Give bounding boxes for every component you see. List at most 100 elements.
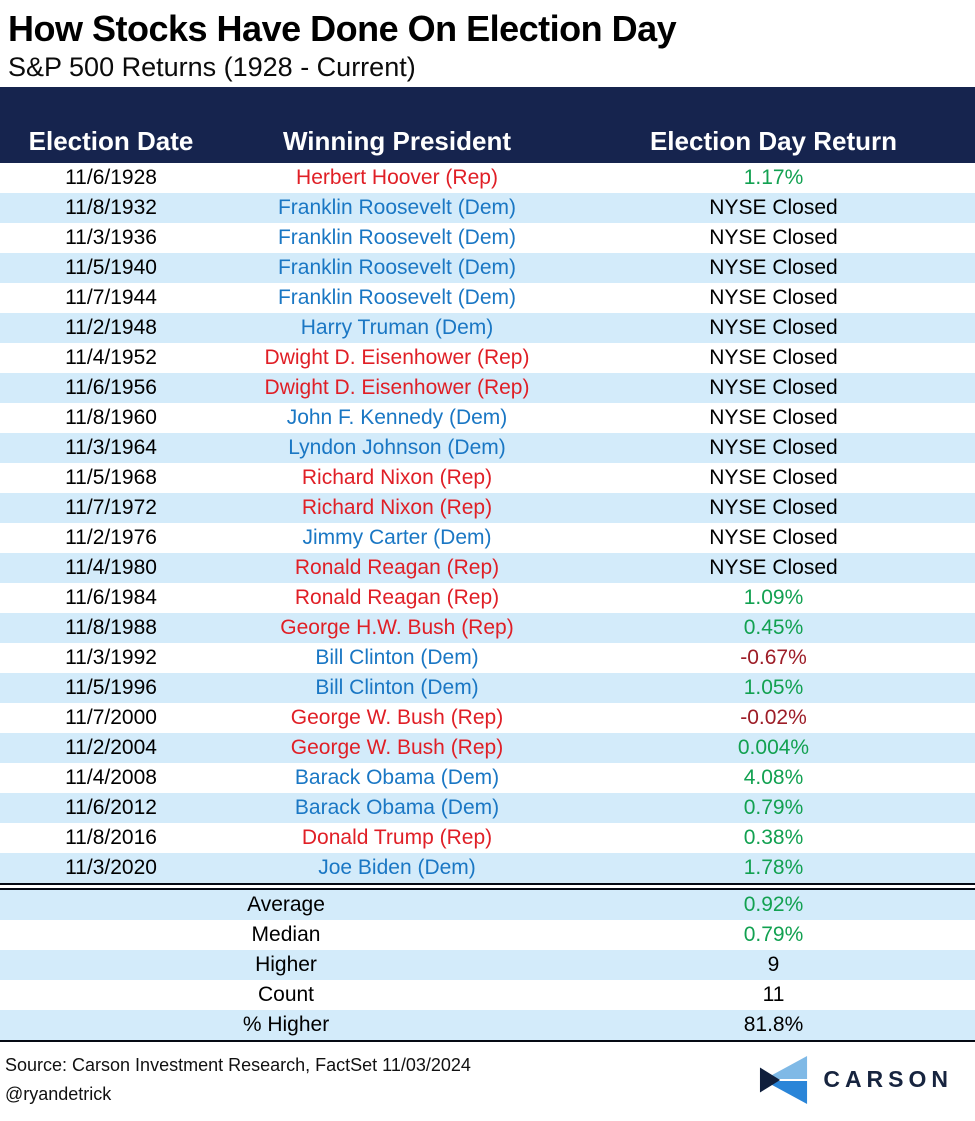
election-date-cell: 11/7/2000 <box>65 706 157 729</box>
election-date-cell: 11/3/1992 <box>65 646 157 669</box>
table-row: 11/8/2016 Donald Trump (Rep) 0.38% <box>0 823 975 853</box>
election-date-cell: 11/2/1948 <box>65 316 157 339</box>
winning-president-cell: George W. Bush (Rep) <box>290 736 504 759</box>
election-date-cell: 11/7/1972 <box>65 496 157 519</box>
summary-section: Average 0.92% Median 0.79% Higher 9 Count 11 % H… <box>0 890 975 1040</box>
table-row: 11/7/1972 Richard Nixon (Rep) NYSE Closed <box>0 493 975 523</box>
winning-president-cell: Dwight D. Eisenhower (Rep) <box>264 376 530 399</box>
return-cell: NYSE Closed <box>709 376 838 399</box>
election-date-cell: 11/7/1944 <box>65 286 157 309</box>
summary-label-cell: % Higher <box>242 1013 330 1036</box>
return-cell: 1.05% <box>743 676 804 699</box>
return-cell: -0.67% <box>740 646 807 669</box>
return-cell: 0.38% <box>743 826 804 849</box>
return-cell: 1.17% <box>743 166 804 189</box>
summary-row: % Higher 81.8% <box>0 1010 975 1040</box>
summary-label-cell: Count <box>257 983 315 1006</box>
table-row: 11/3/2020 Joe Biden (Dem) 1.78% <box>0 853 975 883</box>
table-row: 11/4/1980 Ronald Reagan (Rep) NYSE Closed <box>0 553 975 583</box>
table-bottom-border <box>0 1040 975 1042</box>
return-cell: NYSE Closed <box>709 286 838 309</box>
winning-president-cell: Jimmy Carter (Dem) <box>302 526 492 549</box>
return-cell: NYSE Closed <box>709 406 838 429</box>
winning-president-cell: Herbert Hoover (Rep) <box>296 166 498 189</box>
column-header-winning-president: Winning President <box>283 126 511 156</box>
winning-president-cell: Donald Trump (Rep) <box>301 826 493 849</box>
election-date-cell: 11/3/1936 <box>65 226 157 249</box>
election-date-cell: 11/4/1952 <box>65 346 157 369</box>
summary-label-cell: Higher <box>255 953 317 976</box>
table-row: 11/8/1960 John F. Kennedy (Dem) NYSE Close… <box>0 403 975 433</box>
table-row: 11/8/1988 George H.W. Bush (Rep) 0.45% <box>0 613 975 643</box>
table-row: 11/6/1956 Dwight D. Eisenhower (Rep) NYSE … <box>0 373 975 403</box>
table-row: 11/8/1932 Franklin Roosevelt (Dem) NYSE Cl… <box>0 193 975 223</box>
table-row: 11/2/1976 Jimmy Carter (Dem) NYSE Closed <box>0 523 975 553</box>
winning-president-cell: Richard Nixon (Rep) <box>301 466 493 489</box>
summary-label-cell: Average <box>247 893 325 916</box>
table-row: 11/4/2008 Barack Obama (Dem) 4.08% <box>0 763 975 793</box>
table-row: 11/4/1952 Dwight D. Eisenhower (Rep) NYSE … <box>0 343 975 373</box>
election-date-cell: 11/8/1988 <box>65 616 157 639</box>
election-date-cell: 11/2/2004 <box>65 736 157 759</box>
source-text: Source: Carson Investment Research, Fact… <box>5 1054 471 1075</box>
winning-president-cell: George W. Bush (Rep) <box>290 706 504 729</box>
table-row: 11/5/1968 Richard Nixon (Rep) NYSE Closed <box>0 463 975 493</box>
election-date-cell: 11/8/1960 <box>65 406 157 429</box>
table-row: 11/2/2004 George W. Bush (Rep) 0.004% <box>0 733 975 763</box>
return-cell: NYSE Closed <box>709 496 838 519</box>
election-date-cell: 11/6/1984 <box>65 586 157 609</box>
return-cell: NYSE Closed <box>709 526 838 549</box>
table-row: 11/6/2012 Barack Obama (Dem) 0.79% <box>0 793 975 823</box>
summary-value-cell: 0.92% <box>743 893 804 916</box>
summary-row: Average 0.92% <box>0 890 975 920</box>
winning-president-cell: John F. Kennedy (Dem) <box>286 406 508 429</box>
election-date-cell: 11/6/1956 <box>65 376 157 399</box>
page-subtitle: S&P 500 Returns (1928 - Current) <box>8 52 416 82</box>
election-date-cell: 11/6/2012 <box>65 796 157 819</box>
table-row: 11/2/1948 Harry Truman (Dem) NYSE Closed <box>0 313 975 343</box>
winning-president-cell: Franklin Roosevelt (Dem) <box>277 286 517 309</box>
column-header-election-date: Election Date <box>28 126 194 156</box>
summary-row: Count 11 <box>0 980 975 1010</box>
winning-president-cell: Barack Obama (Dem) <box>294 766 500 789</box>
carson-wordmark: CARSON <box>823 1066 953 1092</box>
return-cell: NYSE Closed <box>709 346 838 369</box>
table-row: 11/5/1996 Bill Clinton (Dem) 1.05% <box>0 673 975 703</box>
winning-president-cell: Harry Truman (Dem) <box>300 316 494 339</box>
winning-president-cell: Bill Clinton (Dem) <box>315 646 479 669</box>
election-date-cell: 11/8/2016 <box>65 826 157 849</box>
winning-president-cell: Franklin Roosevelt (Dem) <box>277 196 517 219</box>
table-row: 11/3/1964 Lyndon Johnson (Dem) NYSE Closed <box>0 433 975 463</box>
table-row: 11/5/1940 Franklin Roosevelt (Dem) NYSE Cl… <box>0 253 975 283</box>
table-header: Election Date Winning President Election… <box>0 87 975 163</box>
election-date-cell: 11/3/1964 <box>65 436 157 459</box>
summary-row: Higher 9 <box>0 950 975 980</box>
winning-president-cell: George H.W. Bush (Rep) <box>280 616 514 639</box>
return-cell: 4.08% <box>743 766 804 789</box>
election-date-cell: 11/2/1976 <box>65 526 157 549</box>
table-row: 11/6/1928 Herbert Hoover (Rep) 1.17% <box>0 163 975 193</box>
return-cell: NYSE Closed <box>709 226 838 249</box>
return-cell: 1.78% <box>743 856 804 879</box>
table-row: 11/3/1992 Bill Clinton (Dem) -0.67% <box>0 643 975 673</box>
table-row: 11/7/2000 George W. Bush (Rep) -0.02% <box>0 703 975 733</box>
return-cell: NYSE Closed <box>709 436 838 459</box>
summary-value-cell: 9 <box>767 953 780 976</box>
summary-divider <box>0 883 975 890</box>
return-cell: NYSE Closed <box>709 466 838 489</box>
election-date-cell: 11/6/1928 <box>65 166 157 189</box>
carson-logo: CARSON <box>759 1054 953 1106</box>
election-date-cell: 11/5/1996 <box>65 676 157 699</box>
return-cell: 0.004% <box>737 736 810 759</box>
table-row: 11/6/1984 Ronald Reagan (Rep) 1.09% <box>0 583 975 613</box>
return-cell: NYSE Closed <box>709 196 838 219</box>
table-row: 11/7/1944 Franklin Roosevelt (Dem) NYSE Cl… <box>0 283 975 313</box>
summary-value-cell: 11 <box>762 983 785 1006</box>
return-cell: 0.79% <box>743 796 804 819</box>
summary-row: Median 0.79% <box>0 920 975 950</box>
table-row: 11/3/1936 Franklin Roosevelt (Dem) NYSE Cl… <box>0 223 975 253</box>
election-date-cell: 11/4/1980 <box>65 556 157 579</box>
page-title: How Stocks Have Done On Election Day <box>8 8 677 49</box>
election-date-cell: 11/4/2008 <box>65 766 157 789</box>
